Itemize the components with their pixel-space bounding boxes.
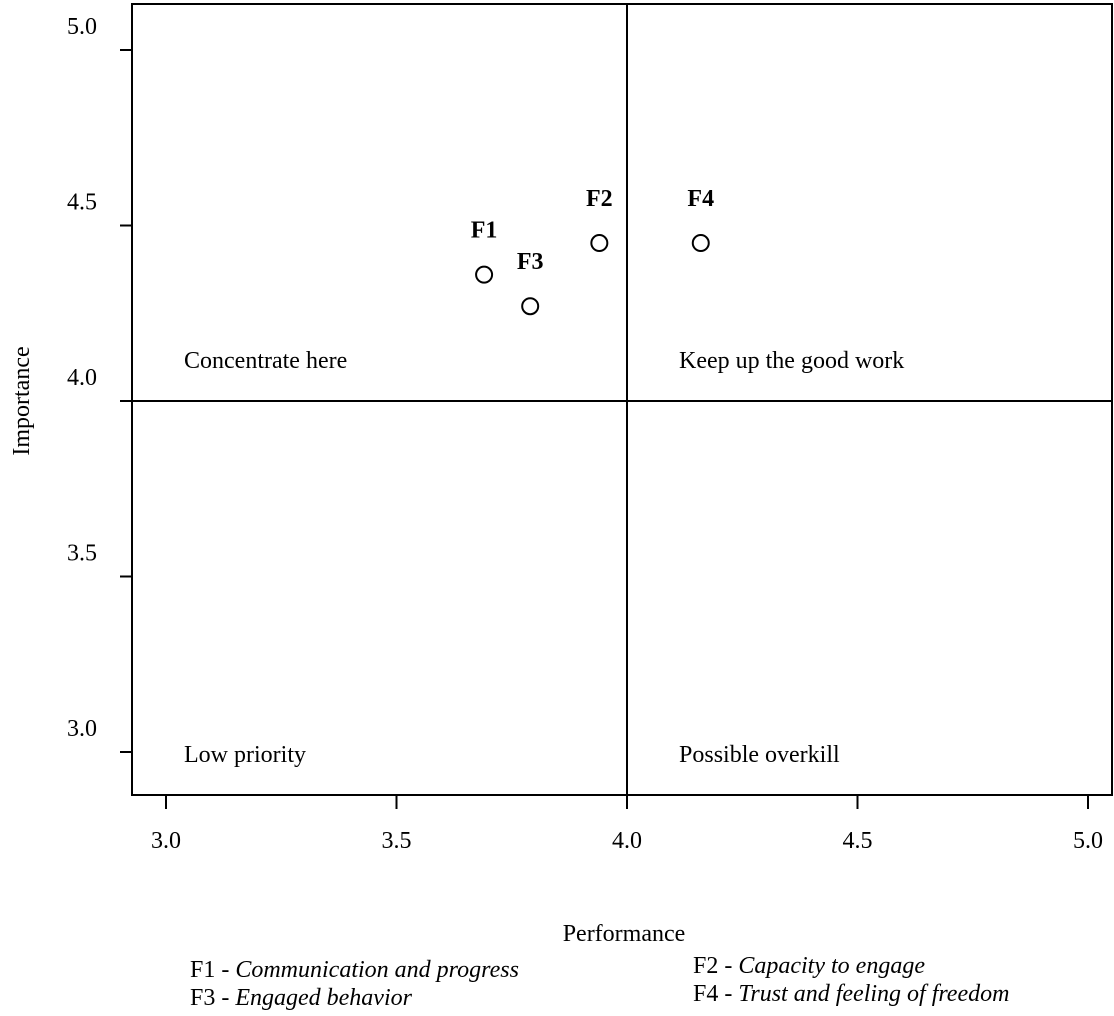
data-points: F1 F2 F3 F4 [471,186,714,316]
legend-desc-f1: Communication and progress [235,957,519,983]
point-label-f4: F4 [687,186,714,212]
legend-key-f1: F1 - [190,957,236,983]
legend-desc-f3: Engaged behavior [235,985,412,1011]
y-tick-label: 3.0 [67,716,97,742]
x-tick-label: 3.0 [151,828,181,854]
data-point-f3 [521,297,540,316]
data-point-f4 [691,234,710,253]
quadrant-bottom-left-label: Low priority [184,742,306,768]
y-tick-label: 5.0 [67,14,97,40]
x-axis-title: Performance [563,921,686,947]
y-tick-label: 3.5 [67,541,97,567]
legend-key-f2: F2 - [693,953,739,979]
quadrant-top-right-label: Keep up the good work [679,348,904,374]
ipa-chart: 3.0 3.5 4.0 4.5 5.0 3.0 3.5 4.0 4.5 5.0 Concentr… [9,3,1113,947]
legend-desc-f2: Capacity to engage [738,953,925,979]
point-label-f1: F1 [471,218,498,244]
legend-entry-f2: F2 - Capacity to engage [693,952,925,980]
legend-entry-f4: F4 - Trust and feeling of freedom [693,980,1009,1008]
legend-desc-f4: Trust and feeling of freedom [738,981,1010,1007]
point-label-f2: F2 [586,186,613,212]
y-axis: 3.0 3.5 4.0 4.5 5.0 [67,14,132,753]
quadrant-bottom-right-label: Possible overkill [679,742,840,768]
x-axis: 3.0 3.5 4.0 4.5 5.0 [151,795,1103,854]
x-tick-label: 4.5 [843,828,873,854]
legend-entry-f1: F1 - Communication and progress [190,956,519,984]
legend-key-f4: F4 - [693,981,739,1007]
legend-entry-f3: F3 - Engaged behavior [190,984,412,1012]
plot-border [131,3,1113,796]
point-label-f3: F3 [517,249,544,275]
data-point-f1 [475,265,494,284]
x-tick-label: 4.0 [612,828,642,854]
plot-frame [131,3,1113,796]
x-tick-label: 3.5 [382,828,412,854]
quadrant-labels: Concentrate here Keep up the good work L… [184,348,904,768]
y-axis-title: Importance [9,346,35,455]
legend-key-f3: F3 - [190,985,236,1011]
y-tick-label: 4.0 [67,365,97,391]
data-point-f2 [590,234,609,253]
quadrant-top-left-label: Concentrate here [184,348,347,374]
y-tick-label: 4.5 [67,190,97,216]
x-tick-label: 5.0 [1073,828,1103,854]
reference-lines [132,4,1112,795]
